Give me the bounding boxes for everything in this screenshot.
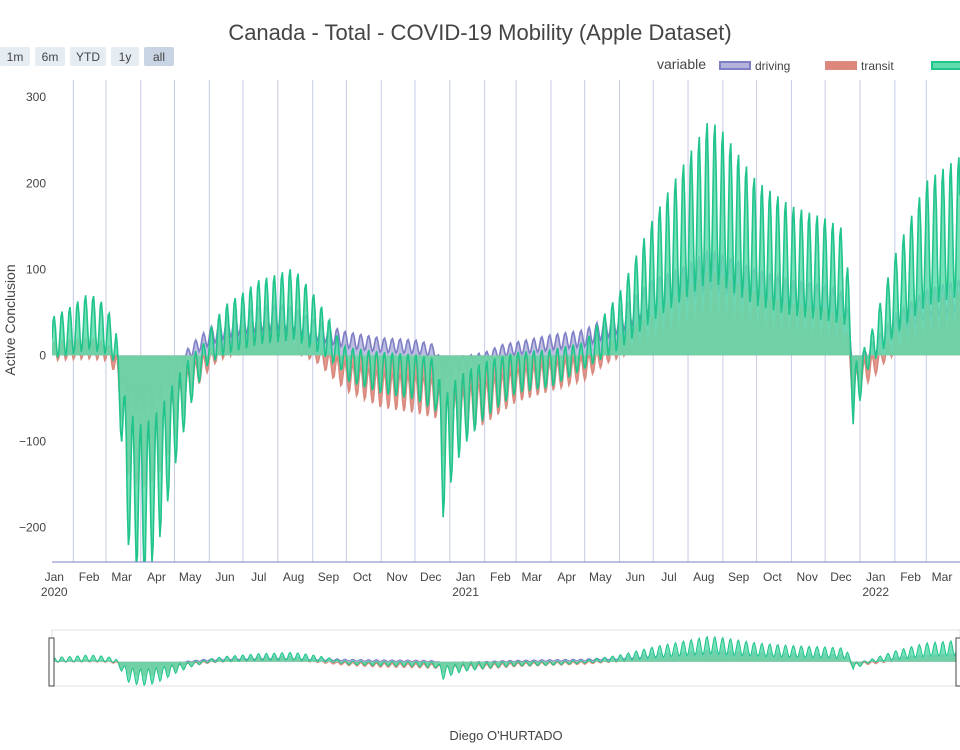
x-tick-year: 2022 xyxy=(862,585,889,599)
x-tick-label: Jan xyxy=(456,570,475,584)
walking-line-preview xyxy=(52,635,960,686)
x-tick-label: Sep xyxy=(728,570,750,584)
range-button-bg xyxy=(35,47,65,66)
footer-author: Diego O'HURTADO xyxy=(449,728,562,743)
legend-label: transit xyxy=(861,59,894,73)
y-tick-label: 200 xyxy=(26,176,46,190)
chart-title: Canada - Total - COVID-19 Mobility (Appl… xyxy=(228,20,731,45)
x-tick-label: Feb xyxy=(900,570,921,584)
x-tick-label: Mar xyxy=(111,570,132,584)
walking-area-preview xyxy=(52,636,960,686)
x-tick-label: May xyxy=(589,570,612,584)
legend-title: variable xyxy=(657,56,706,72)
x-tick-label: Apr xyxy=(557,570,576,584)
x-tick-label: Feb xyxy=(490,570,511,584)
range-slider-right-handle[interactable] xyxy=(955,637,960,687)
range-button-1m[interactable]: 1m xyxy=(0,47,30,66)
x-tick-label: May xyxy=(179,570,202,584)
range-button-1y[interactable]: 1y xyxy=(111,47,139,66)
y-tick-label: −100 xyxy=(19,435,46,449)
x-tick-year: 2021 xyxy=(452,585,479,599)
x-tick-label: Aug xyxy=(283,570,304,584)
y-tick-label: 300 xyxy=(26,90,46,104)
range-button-ytd[interactable]: YTD xyxy=(70,47,106,66)
range-button-label: YTD xyxy=(76,50,100,64)
plot-area xyxy=(52,123,960,562)
y-axis-title: Active Conclusion xyxy=(2,264,18,375)
legend-item-transit[interactable]: transit xyxy=(825,59,894,73)
x-tick-label: Nov xyxy=(386,570,407,584)
x-tick-label: Jun xyxy=(626,570,645,584)
x-tick-label: Oct xyxy=(353,570,372,584)
x-tick-label: Feb xyxy=(79,570,100,584)
x-tick-label: Apr xyxy=(147,570,166,584)
legend-swatch xyxy=(719,61,751,70)
x-tick-label: Jul xyxy=(661,570,676,584)
x-tick-label: Jan xyxy=(866,570,885,584)
x-tick-label: Mar xyxy=(932,570,953,584)
x-tick-label: Jun xyxy=(215,570,234,584)
x-tick-label: Nov xyxy=(796,570,817,584)
legend: variable driving transit walking xyxy=(657,56,960,73)
range-button-label: 1y xyxy=(119,50,132,64)
x-tick-label: Dec xyxy=(420,570,441,584)
legend-swatch xyxy=(825,61,857,70)
x-tick-label: Jul xyxy=(251,570,266,584)
range-button-bg xyxy=(111,47,139,66)
range-button-label: 1m xyxy=(7,50,24,64)
range-button-bg xyxy=(0,47,30,66)
range-button-6m[interactable]: 6m xyxy=(35,47,65,66)
range-selector: 1m 6m YTD 1y all xyxy=(0,47,174,66)
range-button-bg xyxy=(144,47,174,66)
walking-line xyxy=(52,123,960,562)
x-tick-label: Sep xyxy=(318,570,340,584)
legend-label: driving xyxy=(755,59,790,73)
y-axis: −200 −100 0 100 200 300 xyxy=(19,90,46,534)
x-tick-year: 2020 xyxy=(41,585,68,599)
x-tick-label: Jan xyxy=(45,570,64,584)
legend-item-walking[interactable]: walking xyxy=(931,59,960,73)
legend-swatch xyxy=(931,61,960,70)
y-tick-label: −200 xyxy=(19,521,46,535)
range-slider-preview xyxy=(52,635,960,686)
range-button-label: 6m xyxy=(42,50,59,64)
range-slider[interactable] xyxy=(48,629,960,687)
x-tick-label: Aug xyxy=(693,570,714,584)
legend-item-driving[interactable]: driving xyxy=(719,59,790,73)
x-tick-label: Oct xyxy=(763,570,782,584)
range-button-bg xyxy=(70,47,106,66)
x-tick-label: Dec xyxy=(830,570,851,584)
range-button-label: all xyxy=(153,50,165,64)
range-slider-left-handle[interactable] xyxy=(48,637,55,687)
y-tick-label: 0 xyxy=(39,348,46,362)
y-tick-label: 100 xyxy=(26,262,46,276)
x-tick-label: Mar xyxy=(522,570,543,584)
range-button-all[interactable]: all xyxy=(144,47,174,66)
